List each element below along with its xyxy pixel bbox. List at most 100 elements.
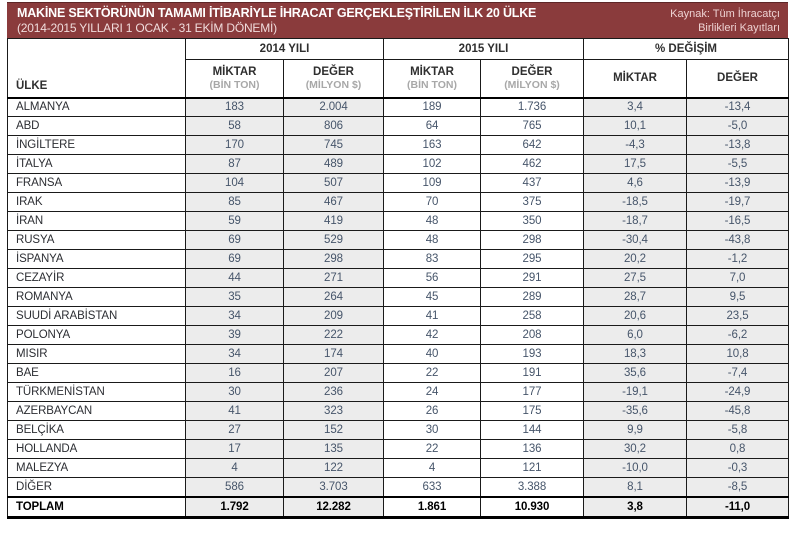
value-cell: 34 xyxy=(185,306,284,326)
country-cell: MALEZYA xyxy=(7,458,186,478)
value-cell: -0,3 xyxy=(685,458,790,478)
country-cell: FRANSA xyxy=(7,173,186,193)
value-cell: -11,0 xyxy=(685,495,790,519)
value-cell: 323 xyxy=(283,401,384,421)
table-row: MALEZYA 4 122 4 121 -10,0 -0,3 xyxy=(7,458,790,478)
value-cell: 765 xyxy=(480,116,584,136)
table-row: CEZAYİR 44 271 56 291 27,5 7,0 xyxy=(7,268,790,288)
value-cell: -16,5 xyxy=(685,211,790,231)
value-cell: 10,8 xyxy=(685,344,790,364)
value-cell: 258 xyxy=(480,306,584,326)
value-cell: -1,2 xyxy=(685,249,790,269)
value-cell: 298 xyxy=(480,230,584,250)
report: MAKİNE SEKTÖRÜNÜN TAMAMI İTİBARİYLE İHRA… xyxy=(7,2,790,519)
value-cell: 191 xyxy=(480,363,584,383)
value-cell: 40 xyxy=(383,344,481,364)
value-cell: 642 xyxy=(480,135,584,155)
value-cell: 289 xyxy=(480,287,584,307)
country-cell: DİĞER xyxy=(7,477,186,497)
value-cell: -18,7 xyxy=(583,211,687,231)
source-line-1: Kaynak: Tüm İhracatçı xyxy=(670,8,780,20)
table-row: RUSYA 69 529 48 298 -30,4 -43,8 xyxy=(7,230,790,250)
value-cell: 34 xyxy=(185,344,284,364)
value-cell: 30 xyxy=(185,382,284,402)
value-cell: 27 xyxy=(185,420,284,440)
value-cell: 102 xyxy=(383,154,481,174)
value-cell: 806 xyxy=(283,116,384,136)
value-cell: 70 xyxy=(383,192,481,212)
value-cell: -8,5 xyxy=(685,477,790,497)
value-cell: 529 xyxy=(283,230,384,250)
value-cell: 20,2 xyxy=(583,249,687,269)
value-cell: 350 xyxy=(480,211,584,231)
value-cell: 144 xyxy=(480,420,584,440)
value-cell: 10,1 xyxy=(583,116,687,136)
table-row: SUUDİ ARABİSTAN 34 209 41 258 20,6 23,5 xyxy=(7,306,790,326)
value-cell: 109 xyxy=(383,173,481,193)
value-cell: 87 xyxy=(185,154,284,174)
value-cell: 236 xyxy=(283,382,384,402)
value-cell: 35,6 xyxy=(583,363,687,383)
value-cell: 163 xyxy=(383,135,481,155)
value-cell: 298 xyxy=(283,249,384,269)
value-cell: -4,3 xyxy=(583,135,687,155)
value-cell: 24 xyxy=(383,382,481,402)
value-cell: 22 xyxy=(383,439,481,459)
column-header-label: DEĞER xyxy=(313,65,354,78)
country-cell: MISIR xyxy=(7,344,186,364)
value-cell: 507 xyxy=(283,173,384,193)
value-cell: 69 xyxy=(185,230,284,250)
table-row: POLONYA 39 222 42 208 6,0 -6,2 xyxy=(7,325,790,345)
table-row: HOLLANDA 17 135 22 136 30,2 0,8 xyxy=(7,439,790,459)
value-cell: 222 xyxy=(283,325,384,345)
country-cell: HOLLANDA xyxy=(7,439,186,459)
value-cell: -10,0 xyxy=(583,458,687,478)
value-cell: 207 xyxy=(283,363,384,383)
column-header-amount-2014: MİKTAR (BİN TON) xyxy=(185,59,284,99)
value-cell: 64 xyxy=(383,116,481,136)
value-cell: 295 xyxy=(480,249,584,269)
value-cell: -43,8 xyxy=(685,230,790,250)
country-cell: İTALYA xyxy=(7,154,186,174)
title-block: MAKİNE SEKTÖRÜNÜN TAMAMI İTİBARİYLE İHRA… xyxy=(17,6,536,36)
value-cell: -5,5 xyxy=(685,154,790,174)
country-cell: CEZAYİR xyxy=(7,268,186,288)
column-header-amount-change: MİKTAR xyxy=(583,59,687,99)
value-cell: -19,1 xyxy=(583,382,687,402)
data-table: ÜLKE 2014 YILI 2015 YILI % DEĞİŞİM MİKTA… xyxy=(7,38,790,519)
country-cell: BAE xyxy=(7,363,186,383)
value-cell: 27,5 xyxy=(583,268,687,288)
value-cell: 83 xyxy=(383,249,481,269)
value-cell: 6,0 xyxy=(583,325,687,345)
value-cell: 44 xyxy=(185,268,284,288)
page-subtitle: (2014-2015 YILLARI 1 OCAK - 31 EKİM DÖNE… xyxy=(17,21,277,35)
value-cell: 10.930 xyxy=(480,495,584,519)
value-cell: 30 xyxy=(383,420,481,440)
value-cell: 17 xyxy=(185,439,284,459)
title-bar: MAKİNE SEKTÖRÜNÜN TAMAMI İTİBARİYLE İHRA… xyxy=(7,2,788,38)
value-cell: 208 xyxy=(480,325,584,345)
sub-header-row: MİKTAR (BİN TON) DEĞER (MİLYON $) MİKTAR… xyxy=(8,59,790,99)
value-cell: 175 xyxy=(480,401,584,421)
value-cell: 59 xyxy=(185,211,284,231)
value-cell: 271 xyxy=(283,268,384,288)
value-cell: 3.703 xyxy=(283,477,384,497)
value-cell: 8,1 xyxy=(583,477,687,497)
country-cell: TÜRKMENİSTAN xyxy=(7,382,186,402)
value-cell: 85 xyxy=(185,192,284,212)
table-row: AZERBAYCAN 41 323 26 175 -35,6 -45,8 xyxy=(7,401,790,421)
source-line-2: Birlikleri Kayıtları xyxy=(698,22,780,34)
value-cell: 177 xyxy=(480,382,584,402)
table-row: İTALYA 87 489 102 462 17,5 -5,5 xyxy=(7,154,790,174)
value-cell: -45,8 xyxy=(685,401,790,421)
value-cell: 7,0 xyxy=(685,268,790,288)
value-cell: 35 xyxy=(185,287,284,307)
value-cell: -5,8 xyxy=(685,420,790,440)
column-header-unit: (BİN TON) xyxy=(209,78,260,91)
column-group-2014: 2014 YILI xyxy=(185,38,384,60)
value-cell: 467 xyxy=(283,192,384,212)
country-cell: İNGİLTERE xyxy=(7,135,186,155)
value-cell: 419 xyxy=(283,211,384,231)
value-cell: 189 xyxy=(383,97,481,117)
table-row: IRAK 85 467 70 375 -18,5 -19,7 xyxy=(7,192,790,212)
